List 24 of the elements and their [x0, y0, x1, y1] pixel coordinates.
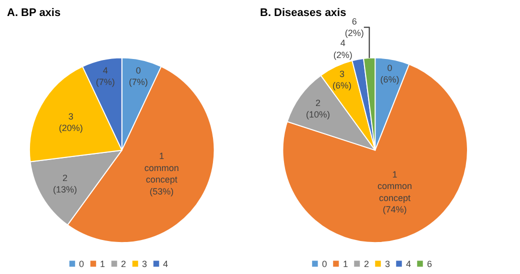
data-label: 6 (2%): [344, 16, 364, 38]
data-label: 0 (7%): [128, 65, 148, 88]
data-label: 3 (6%): [332, 68, 352, 91]
legend-label: 6: [427, 259, 432, 269]
data-label: 2 (10%): [306, 98, 330, 120]
data-label: 0 (6%): [380, 62, 400, 85]
legend-label: 0: [322, 259, 328, 269]
data-label: 4 (7%): [96, 65, 115, 88]
data-label: 1 common concept (74%): [378, 169, 412, 215]
data-label: 3 (20%): [58, 111, 83, 134]
legend-label: 4: [163, 259, 168, 269]
chart-title: B. Diseases axis: [260, 7, 346, 19]
legend-label: 2: [364, 259, 370, 269]
legend-label: 2: [121, 259, 126, 269]
data-label: 1 common concept (53%): [144, 151, 179, 196]
chart-title: A. BP axis: [7, 7, 61, 19]
legend-label: 0: [79, 259, 84, 269]
legend-label: 3: [385, 259, 390, 269]
legend-label: 1: [343, 259, 348, 269]
legend-label: 3: [142, 259, 148, 269]
data-label: 4 (2%): [333, 38, 352, 60]
legend-label: 1: [100, 259, 106, 269]
legend-label: 4: [406, 259, 412, 269]
data-label: 2 (13%): [52, 173, 77, 195]
